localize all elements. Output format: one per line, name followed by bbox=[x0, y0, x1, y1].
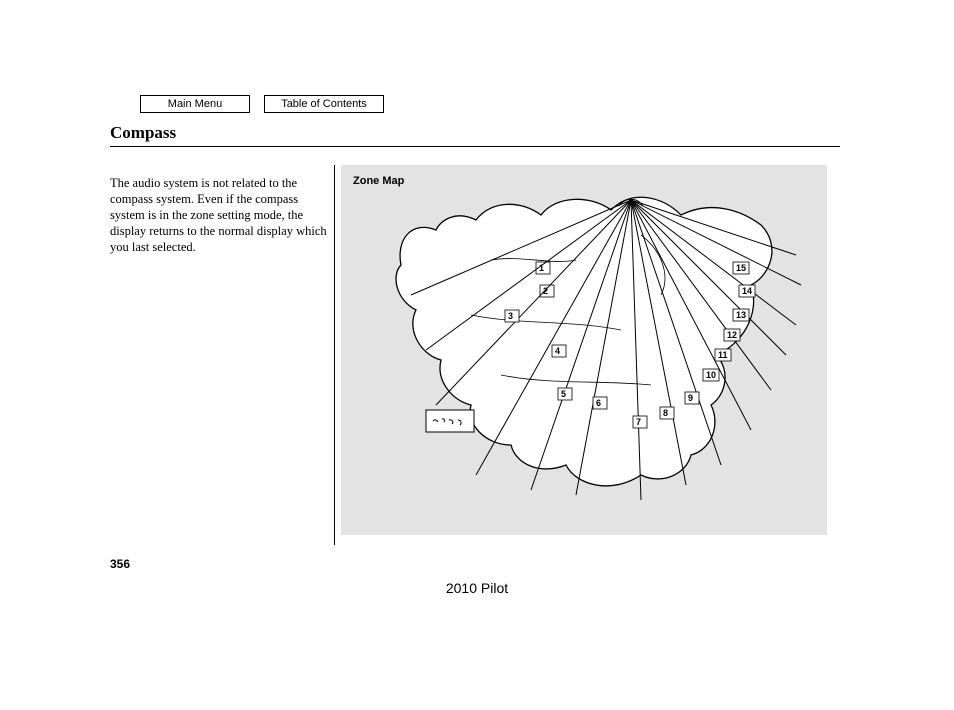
svg-text:9: 9 bbox=[688, 393, 693, 403]
zone-map-svg: 123456789101112131415 bbox=[341, 165, 827, 535]
section-rule bbox=[110, 146, 840, 147]
document-footer: 2010 Pilot bbox=[0, 580, 954, 596]
svg-text:13: 13 bbox=[736, 310, 746, 320]
toc-button[interactable]: Table of Contents bbox=[264, 95, 384, 113]
main-menu-button[interactable]: Main Menu bbox=[140, 95, 250, 113]
zone-map: Zone Map 123456789101112131415 bbox=[341, 165, 827, 535]
svg-text:15: 15 bbox=[736, 263, 746, 273]
page-number: 356 bbox=[110, 557, 840, 571]
svg-text:11: 11 bbox=[718, 350, 728, 360]
svg-text:7: 7 bbox=[636, 417, 641, 427]
svg-text:4: 4 bbox=[555, 346, 560, 356]
section-title: Compass bbox=[110, 123, 840, 143]
svg-text:10: 10 bbox=[706, 370, 716, 380]
svg-text:5: 5 bbox=[561, 389, 566, 399]
svg-text:14: 14 bbox=[742, 286, 752, 296]
svg-text:3: 3 bbox=[508, 311, 513, 321]
svg-text:8: 8 bbox=[663, 408, 668, 418]
svg-text:6: 6 bbox=[596, 398, 601, 408]
column-divider bbox=[334, 165, 335, 545]
svg-text:12: 12 bbox=[727, 330, 737, 340]
body-text: The audio system is not related to the c… bbox=[110, 175, 328, 255]
